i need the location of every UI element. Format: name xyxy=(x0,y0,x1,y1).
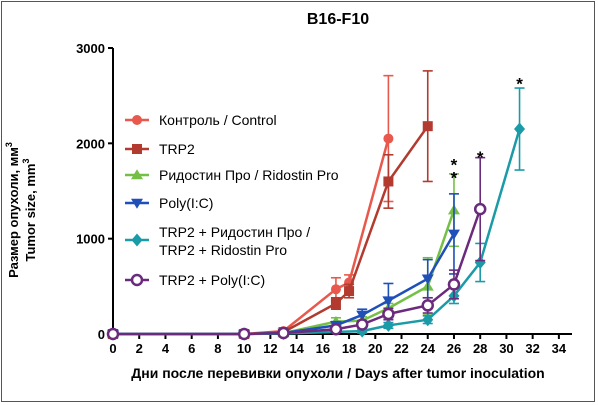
legend-swatch-marker xyxy=(132,115,142,125)
y-axis-label-line1: Размер опухоли, мм xyxy=(6,147,21,278)
y-tick-label: 0 xyxy=(98,327,105,342)
data-point xyxy=(447,229,460,240)
x-tick-label: 18 xyxy=(342,341,356,356)
data-point xyxy=(421,274,434,285)
data-point xyxy=(382,318,394,332)
x-tick-label: 32 xyxy=(525,341,539,356)
legend-label: TRP2 + Ридостин Про / xyxy=(159,224,310,240)
significance-star: * xyxy=(477,148,484,167)
legend-item-6: TRP2 + Poly(I:C) xyxy=(125,272,265,288)
x-tick-label: 22 xyxy=(394,341,408,356)
significance-star: * xyxy=(451,155,458,174)
x-tick-label: 26 xyxy=(447,341,461,356)
svg-text:Размер опухоли, мм3: Размер опухоли, мм3 xyxy=(4,142,21,278)
x-tick-label: 0 xyxy=(109,341,116,356)
y-tick-label: 3000 xyxy=(76,41,105,56)
series-6 xyxy=(106,156,487,341)
legend-swatch-marker xyxy=(132,144,142,154)
significance-star: * xyxy=(516,74,523,93)
y-axis-label: Размер опухоли, мм3 Tumor size, mm3 xyxy=(4,142,38,278)
x-tick-label: 34 xyxy=(552,341,567,356)
legend-swatch-marker xyxy=(130,273,144,287)
y-axis-label-line2-sup: 3 xyxy=(21,158,31,163)
legend: Контроль / Control TRP2 Ридостин Про / Rid… xyxy=(125,112,339,288)
x-tick-label: 8 xyxy=(214,341,221,356)
x-tick-label: 12 xyxy=(263,341,277,356)
y-tick-label: 2000 xyxy=(76,136,105,151)
y-tick-label: 1000 xyxy=(76,232,105,247)
data-point xyxy=(474,256,486,269)
data-point xyxy=(382,307,395,321)
x-tick-label: 14 xyxy=(289,341,304,356)
data-point xyxy=(383,133,394,144)
legend-item-5: TRP2 + Ридостин Про / TRP2 + Ridostin Pro xyxy=(125,224,310,258)
data-point xyxy=(473,202,487,216)
data-point xyxy=(330,284,341,295)
svg-text:Tumor size, mm3: Tumor size, mm3 xyxy=(21,158,38,261)
x-tick-label: 30 xyxy=(499,341,513,356)
series-4 xyxy=(107,193,460,340)
data-point xyxy=(355,318,369,331)
x-tick-label: 6 xyxy=(188,341,195,356)
data-point xyxy=(421,299,434,312)
legend-swatch-marker xyxy=(131,198,143,209)
y-axis-label-line2: Tumor size, mm xyxy=(23,164,38,262)
legend-label: Ридостин Про / Ridostin Pro xyxy=(159,167,339,183)
data-point xyxy=(344,286,355,297)
x-tick-label: 16 xyxy=(316,341,330,356)
x-tick-label: 4 xyxy=(162,341,170,356)
data-point xyxy=(277,326,290,340)
x-tick-label: 20 xyxy=(368,341,382,356)
x-tick-label: 10 xyxy=(237,341,251,356)
y-axis-label-line1-sup: 3 xyxy=(4,142,14,147)
chart-title: B16-F10 xyxy=(307,11,369,28)
data-point xyxy=(329,322,343,336)
legend-swatch-marker xyxy=(131,233,143,247)
x-tick-label: 2 xyxy=(136,341,143,356)
data-point xyxy=(422,313,434,327)
legend-swatch-marker xyxy=(131,169,143,180)
data-point xyxy=(422,121,433,132)
legend-item-1: Контроль / Control xyxy=(125,112,277,128)
legend-item-3: Ридостин Про / Ridostin Pro xyxy=(125,167,339,183)
legend-item-4: Poly(I:C) xyxy=(125,195,213,211)
legend-item-2: TRP2 xyxy=(125,141,195,157)
data-point xyxy=(106,327,120,341)
data-point xyxy=(356,310,369,321)
data-point xyxy=(237,327,251,341)
legend-label: TRP2 + Poly(I:C) xyxy=(159,272,265,288)
plot-area: **** xyxy=(106,70,526,341)
x-tick-label: 24 xyxy=(421,341,436,356)
significance-star: * xyxy=(451,169,458,188)
data-point xyxy=(330,298,341,309)
data-point xyxy=(383,176,394,187)
x-axis-label: Дни после перевивки опухоли / Days after… xyxy=(131,365,544,381)
x-tick-label: 28 xyxy=(473,341,487,356)
data-point xyxy=(382,296,395,307)
legend-label: TRP2 xyxy=(159,141,195,157)
legend-label-cont: TRP2 + Ridostin Pro xyxy=(159,242,287,258)
data-point xyxy=(514,122,526,136)
legend-label: Контроль / Control xyxy=(159,112,277,128)
data-point xyxy=(447,278,461,291)
legend-label: Poly(I:C) xyxy=(159,195,213,211)
